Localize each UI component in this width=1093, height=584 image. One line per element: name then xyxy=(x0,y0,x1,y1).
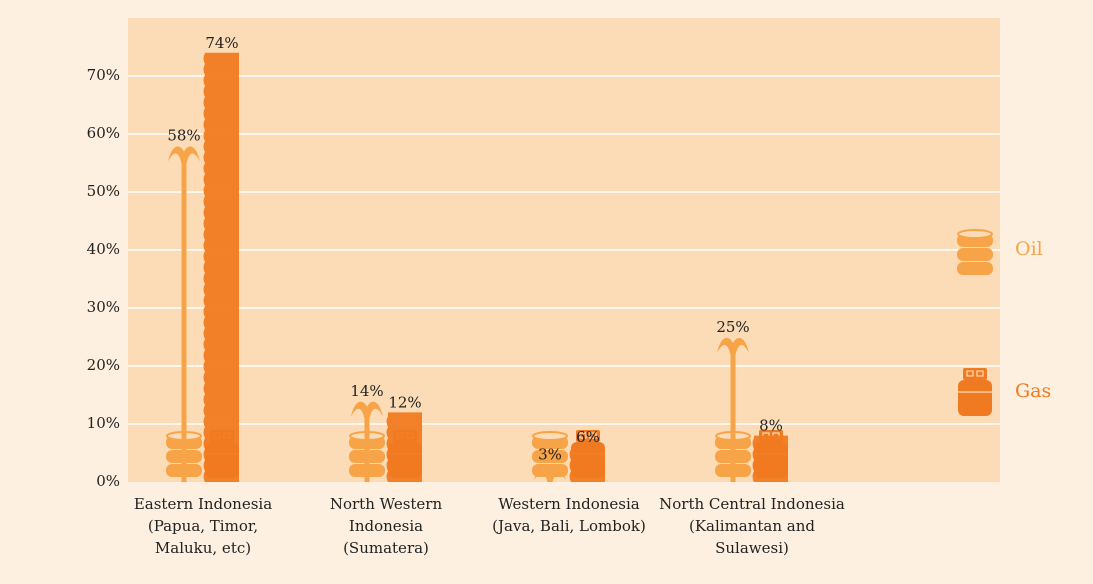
x-tick-label: (Java, Bali, Lombok) xyxy=(492,517,646,535)
x-tick-label: North Central Indonesia xyxy=(659,495,845,513)
value-label: 12% xyxy=(388,393,421,411)
barrel-top xyxy=(957,229,993,239)
oil-fountain xyxy=(351,401,383,482)
value-label: 6% xyxy=(576,428,600,446)
y-tick-label: 10% xyxy=(87,414,120,432)
x-tick-label: (Sumatera) xyxy=(343,539,429,557)
gas-column xyxy=(569,447,605,482)
value-label: 74% xyxy=(205,34,238,52)
legend-label: Gas xyxy=(1015,380,1051,402)
y-tick-label: 40% xyxy=(87,240,120,258)
x-tick-label: Maluku, etc) xyxy=(155,539,251,557)
barrel-band xyxy=(957,262,993,275)
barrel-top xyxy=(532,431,568,441)
oil-fountain xyxy=(534,465,566,483)
cylinder-body xyxy=(958,380,992,416)
value-label: 3% xyxy=(538,446,562,464)
valve-slot xyxy=(589,432,597,439)
value-label: 8% xyxy=(759,417,783,435)
valve-slot xyxy=(579,432,587,439)
x-tick-label: (Papua, Timor, xyxy=(148,517,258,535)
x-tick-label: Western Indonesia xyxy=(498,495,640,513)
oil-barrel-icon xyxy=(957,229,993,275)
y-tick-label: 70% xyxy=(87,66,120,84)
x-tick-label: Sulawesi) xyxy=(715,539,789,557)
value-label: 25% xyxy=(716,318,749,336)
y-tick-label: 20% xyxy=(87,356,120,374)
legend-label: Oil xyxy=(1015,238,1043,260)
value-label: 58% xyxy=(167,127,200,145)
valve-slot xyxy=(966,370,974,377)
x-tick-label: (Kalimantan and xyxy=(689,517,815,535)
x-tick-label: Eastern Indonesia xyxy=(134,495,272,513)
oil-fountain xyxy=(168,146,200,482)
x-tick-label: North Western xyxy=(330,495,443,513)
gas-column xyxy=(386,412,422,482)
barrel-band xyxy=(957,248,993,261)
value-label: 14% xyxy=(350,382,383,400)
gas-cylinder-icon xyxy=(958,368,992,416)
oil-fountain xyxy=(717,337,749,482)
gas-column xyxy=(752,435,788,482)
y-tick-label: 50% xyxy=(87,182,120,200)
valve-slot xyxy=(976,370,984,377)
y-tick-label: 30% xyxy=(87,298,120,316)
x-tick-label: Indonesia xyxy=(349,517,423,535)
y-tick-label: 60% xyxy=(87,124,120,142)
y-tick-label: 0% xyxy=(96,472,120,490)
gas-column xyxy=(203,52,239,483)
barrel-band xyxy=(532,450,568,463)
